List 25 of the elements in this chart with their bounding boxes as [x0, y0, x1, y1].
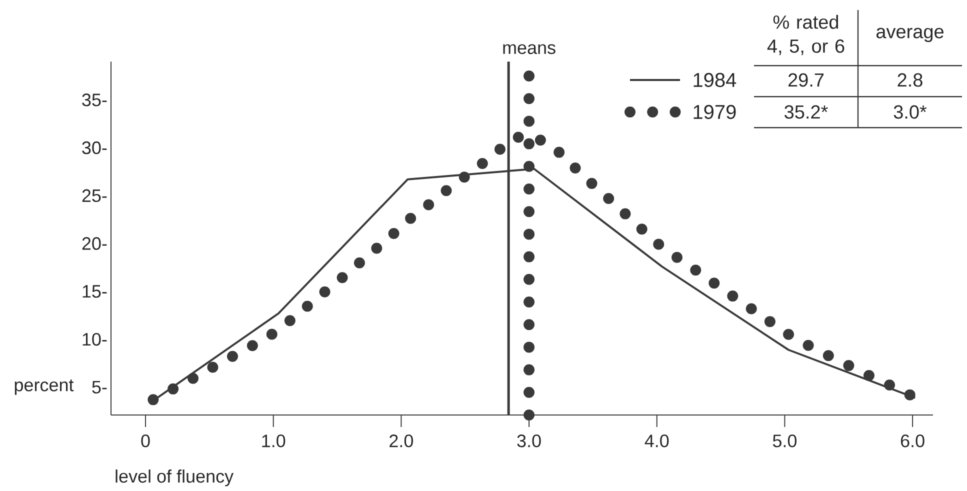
y-tick-label: 20- — [82, 237, 107, 250]
x-tick-label: 3.0 — [517, 434, 541, 448]
annotation: 29.7 — [788, 73, 824, 87]
x-tick-label: 1.0 — [262, 434, 286, 448]
text: % rated 4, 5, or 6 — [767, 14, 844, 56]
x-axis-title: level of fluency — [116, 470, 234, 486]
legend-label: 1984 — [694, 72, 736, 88]
y-tick-label: 10- — [82, 332, 107, 346]
annotation: 35.2* — [784, 105, 828, 119]
y-tick-label: 5- — [92, 380, 107, 394]
x-tick-label: 2.0 — [390, 434, 414, 448]
y-tick-label: 30- — [82, 141, 107, 154]
text: average — [876, 28, 944, 42]
ref-line-label: means — [503, 44, 556, 54]
x-tick-label: 4.0 — [644, 434, 669, 448]
legend-label: 1979 — [694, 104, 736, 120]
annotation: 3.0* — [894, 105, 927, 119]
x-tick-label: 6.0 — [900, 434, 924, 448]
x-tick-label: 0 — [141, 434, 150, 448]
x-tick-label: 5.0 — [772, 434, 797, 448]
y-tick-label: 35- — [82, 94, 107, 106]
annotation: 2.8 — [898, 73, 922, 87]
y-tick-label: 25- — [82, 189, 107, 202]
y-tick-label: 15- — [82, 285, 107, 298]
y-axis-title: percent — [14, 380, 74, 395]
